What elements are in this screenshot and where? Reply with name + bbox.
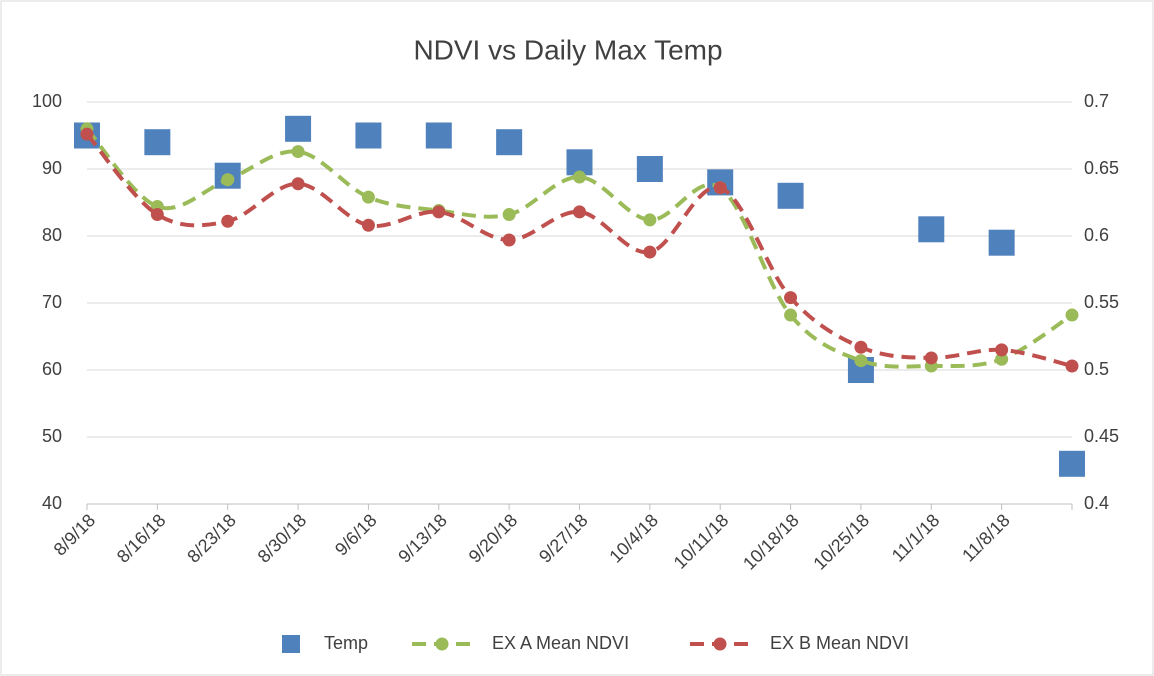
y-tick-label: 40 bbox=[42, 493, 62, 513]
data-point bbox=[713, 181, 727, 195]
data-point bbox=[643, 245, 657, 259]
data-point bbox=[573, 170, 586, 184]
data-point bbox=[425, 122, 452, 149]
legend-label: Temp bbox=[324, 633, 368, 653]
legend-swatch bbox=[282, 635, 300, 653]
y2-tick-label: 0.6 bbox=[1084, 225, 1109, 245]
data-point bbox=[361, 190, 375, 204]
data-point bbox=[291, 145, 305, 159]
y2-tick-label: 0.4 bbox=[1084, 493, 1109, 513]
data-point bbox=[221, 214, 235, 228]
data-point bbox=[918, 216, 945, 243]
data-point bbox=[784, 308, 798, 322]
data-point bbox=[777, 182, 804, 209]
y-tick-label: 100 bbox=[32, 91, 62, 111]
legend-swatch bbox=[713, 637, 727, 651]
data-point bbox=[924, 351, 938, 365]
chart-title: NDVI vs Daily Max Temp bbox=[413, 34, 722, 65]
data-point bbox=[361, 218, 375, 232]
data-point bbox=[502, 233, 516, 247]
y-tick-label: 80 bbox=[42, 225, 62, 245]
data-point bbox=[502, 208, 516, 222]
data-point bbox=[573, 205, 586, 219]
data-point bbox=[355, 122, 382, 149]
data-point bbox=[1065, 359, 1079, 373]
legend-label: EX B Mean NDVI bbox=[770, 633, 909, 653]
y-tick-label: 90 bbox=[42, 158, 62, 178]
data-point bbox=[995, 352, 1009, 366]
y2-tick-label: 0.65 bbox=[1084, 158, 1119, 178]
data-point bbox=[432, 205, 446, 219]
data-point bbox=[291, 177, 305, 191]
data-point bbox=[784, 291, 798, 305]
data-point bbox=[643, 213, 657, 227]
y2-tick-label: 0.7 bbox=[1084, 91, 1109, 111]
data-point bbox=[636, 156, 663, 182]
data-point bbox=[1059, 450, 1085, 477]
y-tick-label: 60 bbox=[42, 359, 62, 379]
data-point bbox=[988, 229, 1015, 256]
data-point bbox=[221, 173, 235, 187]
legend-label: EX A Mean NDVI bbox=[492, 633, 629, 653]
data-point bbox=[496, 129, 523, 156]
data-point bbox=[150, 208, 164, 222]
y2-tick-label: 0.5 bbox=[1084, 359, 1109, 379]
y-tick-label: 70 bbox=[42, 292, 62, 312]
data-point bbox=[285, 115, 312, 142]
data-point bbox=[144, 129, 171, 156]
data-point bbox=[854, 340, 868, 354]
data-point bbox=[854, 354, 868, 368]
y2-tick-label: 0.55 bbox=[1084, 292, 1119, 312]
y2-tick-label: 0.45 bbox=[1084, 426, 1119, 446]
y-tick-label: 50 bbox=[42, 426, 62, 446]
series-line bbox=[85, 132, 1073, 368]
data-point bbox=[995, 343, 1009, 357]
data-point bbox=[1065, 308, 1079, 322]
series-line bbox=[85, 127, 1074, 369]
legend-swatch bbox=[435, 637, 449, 651]
data-point bbox=[80, 127, 94, 141]
